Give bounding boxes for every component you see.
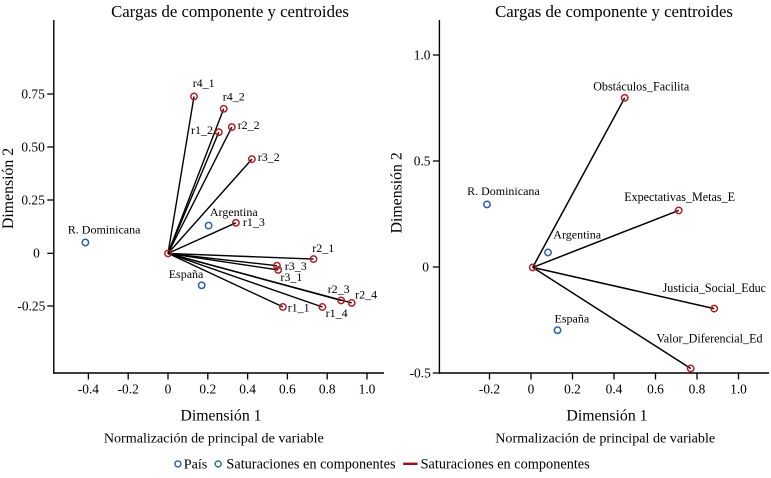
svg-text:0.6: 0.6 bbox=[279, 382, 296, 397]
svg-text:r1_1: r1_1 bbox=[288, 300, 310, 314]
svg-text:r1_2: r1_2 bbox=[191, 123, 213, 137]
svg-text:r2_4: r2_4 bbox=[355, 288, 377, 302]
svg-text:0.6: 0.6 bbox=[647, 382, 664, 397]
svg-text:r2_3: r2_3 bbox=[328, 282, 350, 296]
svg-text:-0.2: -0.2 bbox=[118, 382, 139, 397]
svg-text:0.2: 0.2 bbox=[199, 382, 216, 397]
svg-text:0: 0 bbox=[165, 382, 172, 397]
svg-text:Normalización de principal de: Normalización de principal de variable bbox=[495, 430, 715, 446]
svg-text:R. Dominicana: R. Dominicana bbox=[467, 184, 540, 198]
svg-text:0.50: 0.50 bbox=[21, 139, 45, 154]
svg-text:Saturaciones en componentes: Saturaciones en componentes bbox=[421, 456, 591, 472]
svg-text:r3_2: r3_2 bbox=[258, 150, 280, 164]
svg-text:España: España bbox=[555, 312, 590, 326]
svg-text:0.4: 0.4 bbox=[606, 382, 623, 397]
svg-text:r1_3: r1_3 bbox=[243, 215, 265, 229]
svg-text:País: País bbox=[184, 456, 208, 472]
svg-text:0.5: 0.5 bbox=[414, 153, 431, 168]
svg-text:r1_4: r1_4 bbox=[326, 306, 348, 320]
svg-text:0.75: 0.75 bbox=[21, 86, 45, 101]
svg-text:Valor_Diferencial_Ed: Valor_Diferencial_Ed bbox=[656, 332, 762, 346]
svg-text:Dimensión 2: Dimensión 2 bbox=[389, 152, 406, 233]
svg-text:Cargas de componente y centroi: Cargas de componente y centroides bbox=[111, 2, 349, 21]
svg-text:0.25: 0.25 bbox=[21, 192, 45, 207]
svg-text:Dimensión 1: Dimensión 1 bbox=[566, 408, 647, 425]
svg-text:R. Dominicana: R. Dominicana bbox=[68, 222, 141, 236]
svg-text:-0.25: -0.25 bbox=[17, 298, 45, 313]
svg-text:1.0: 1.0 bbox=[414, 47, 431, 62]
svg-text:Dimensión 1: Dimensión 1 bbox=[180, 408, 261, 425]
svg-text:0: 0 bbox=[33, 246, 40, 261]
svg-text:0.2: 0.2 bbox=[564, 382, 581, 397]
svg-text:Saturaciones en componentes: Saturaciones en componentes bbox=[226, 456, 396, 472]
svg-text:r4_2: r4_2 bbox=[223, 90, 245, 104]
svg-text:Obstáculos_Facilita: Obstáculos_Facilita bbox=[593, 80, 690, 94]
svg-text:España: España bbox=[169, 267, 204, 281]
svg-text:0.4: 0.4 bbox=[239, 382, 256, 397]
svg-text:Dimensión 2: Dimensión 2 bbox=[0, 148, 17, 229]
svg-text:-0.4: -0.4 bbox=[78, 382, 100, 397]
svg-text:0: 0 bbox=[528, 382, 535, 397]
svg-text:1.0: 1.0 bbox=[359, 382, 376, 397]
svg-text:Argentina: Argentina bbox=[210, 205, 258, 219]
svg-text:0.8: 0.8 bbox=[689, 382, 706, 397]
svg-text:Justicia_Social_Educ: Justicia_Social_Educ bbox=[663, 281, 766, 295]
svg-text:Argentina: Argentina bbox=[553, 227, 601, 241]
svg-text:0.8: 0.8 bbox=[319, 382, 336, 397]
svg-text:1.0: 1.0 bbox=[730, 382, 747, 397]
svg-text:r3_1: r3_1 bbox=[280, 270, 302, 284]
svg-text:r4_1: r4_1 bbox=[193, 76, 215, 90]
svg-text:r3_3: r3_3 bbox=[285, 259, 307, 273]
svg-text:0: 0 bbox=[422, 259, 429, 274]
svg-text:r2_1: r2_1 bbox=[312, 241, 334, 255]
svg-text:r2_2: r2_2 bbox=[238, 118, 260, 132]
svg-text:-0.2: -0.2 bbox=[479, 382, 500, 397]
svg-text:Normalización de principal de: Normalización de principal de variable bbox=[104, 430, 324, 446]
svg-text:-0.5: -0.5 bbox=[410, 365, 432, 380]
svg-text:Cargas de componente y centroi: Cargas de componente y centroides bbox=[495, 2, 733, 21]
svg-text:Expectativas_Metas_E: Expectativas_Metas_E bbox=[624, 190, 735, 204]
